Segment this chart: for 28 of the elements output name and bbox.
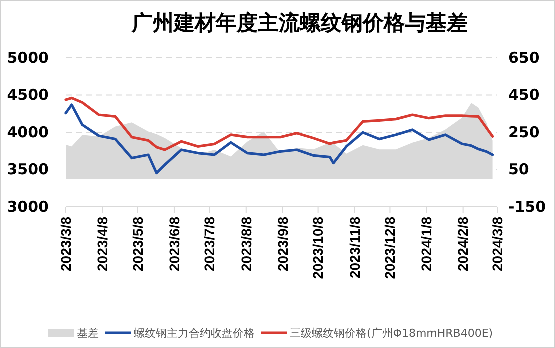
x-tick-label: 2023/10/8	[310, 216, 326, 280]
legend-label: 基差	[77, 327, 99, 340]
y2-tick-label: -150	[508, 198, 546, 216]
y-tick-label: 4500	[7, 86, 49, 104]
x-tick-label: 2023/5/8	[130, 216, 146, 272]
x-tick-label: 2023/12/8	[382, 216, 398, 280]
x-tick-label: 2023/7/8	[202, 216, 218, 272]
chart-title: 广州建材年度主流螺纹钢价格与基差	[131, 10, 468, 35]
x-tick-label: 2023/9/8	[274, 216, 291, 272]
x-tick-label: 2023/8/8	[238, 216, 254, 272]
x-tick-label: 2023/3/8	[58, 216, 74, 272]
x-tick-label: 2023/4/8	[94, 216, 110, 272]
y-tick-label: 3500	[7, 160, 49, 179]
line-series	[64, 96, 494, 152]
y-tick-label: 5000	[7, 48, 49, 67]
x-tick-label: 2023/6/8	[166, 216, 182, 272]
x-tick-label: 2024/1/8	[418, 216, 435, 272]
y2-tick-label: 250	[508, 123, 540, 142]
x-tick-label: 2024/3/8	[489, 216, 506, 272]
x-tick-label: 2023/11/8	[346, 216, 363, 279]
legend-label: 螺纹钢主力合约收盘价格	[134, 327, 255, 340]
x-tick-label: 2024/2/8	[455, 216, 472, 272]
y2-tick-label: 50	[508, 160, 530, 179]
y-tick-label: 4000	[7, 123, 49, 142]
y2-tick-label: 450	[508, 86, 540, 104]
legend-label: 三级螺纹钢价格(广州Φ18mmHRB400E)	[290, 327, 494, 340]
y2-tick-label: 650	[508, 48, 540, 67]
y-tick-label: 3000	[7, 198, 49, 216]
